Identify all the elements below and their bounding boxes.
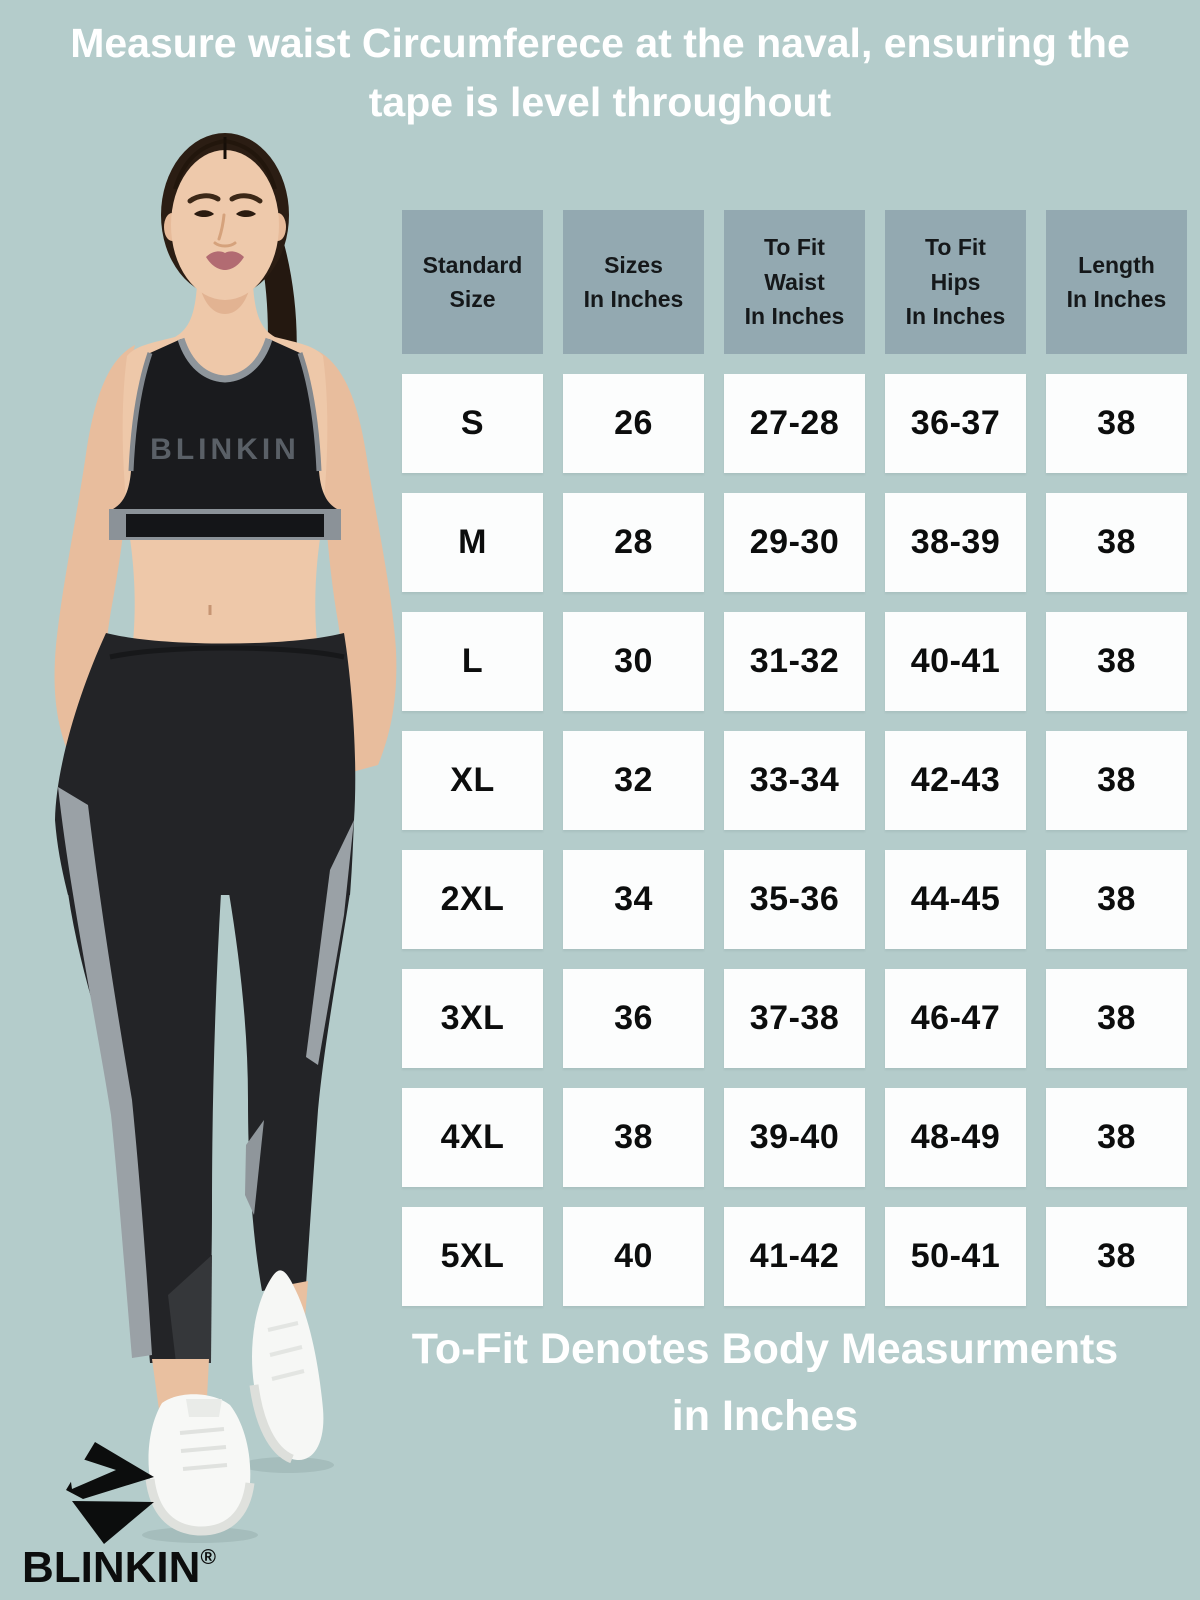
table-cell: L (402, 612, 543, 711)
table-cell: 30 (563, 612, 704, 711)
bra-armhole-trim-left (128, 352, 153, 472)
table-cell: 34 (563, 850, 704, 949)
bra-band-black (126, 514, 324, 537)
page-title-line2: tape is level throughout (368, 79, 832, 126)
table-cell: 32 (563, 731, 704, 830)
bra-logo-text: BLINKIN (150, 433, 300, 466)
table-cell: 38 (1046, 493, 1187, 592)
table-cell: 4XL (402, 1088, 543, 1187)
front-shoe-sole (145, 1478, 255, 1536)
table-cell: 5XL (402, 1207, 543, 1306)
table-cell: 26 (563, 374, 704, 473)
table-cell: 46-47 (885, 969, 1026, 1068)
page-title: Measure waist Circumferece at the naval,… (0, 14, 1200, 133)
table-cell: 35-36 (724, 850, 865, 949)
model-photo: BLINKIN (0, 115, 420, 1545)
eye-right (236, 210, 256, 217)
table-cell: 38 (1046, 731, 1187, 830)
table-cell: 40 (563, 1207, 704, 1306)
table-cell: 38 (563, 1088, 704, 1187)
sports-bra (109, 339, 341, 540)
right-arm (318, 351, 397, 777)
leggings-hips (55, 633, 356, 895)
header-to-fit-hips: To Fit Hips In Inches (885, 210, 1026, 354)
eyebrow-right (229, 193, 263, 204)
table-cell: 3XL (402, 969, 543, 1068)
size-table: Standard Size Sizes In Inches To Fit Wai… (402, 210, 1187, 1306)
front-shoe-laces (179, 1427, 228, 1471)
leggings-inner-patch (245, 1120, 264, 1215)
hair-sweep-left (173, 139, 226, 190)
face (171, 150, 279, 300)
table-cell: 29-30 (724, 493, 865, 592)
model-figure: BLINKIN (54, 133, 397, 1543)
brand-wordmark: BLINKIN® (22, 1543, 216, 1593)
table-cell: 39-40 (724, 1088, 865, 1187)
header-length: Length In Inches (1046, 210, 1187, 354)
front-shoe-tongue (186, 1399, 222, 1417)
table-cell: S (402, 374, 543, 473)
table-cell: 27-28 (724, 374, 865, 473)
brand-name: BLINKIN (22, 1543, 201, 1592)
leggings-side-stripe-left (58, 787, 152, 1358)
bra-armhole-trim-right (297, 352, 322, 472)
back-shoe-laces (267, 1321, 305, 1381)
hair-sweep-right (224, 139, 277, 190)
table-cell: 44-45 (885, 850, 1026, 949)
table-cell: 38 (1046, 969, 1187, 1068)
footnote-line1: To-Fit Denotes Body Measurments (411, 1325, 1119, 1373)
nose (213, 213, 237, 248)
header-sizes-inches: Sizes In Inches (563, 210, 704, 354)
table-cell: 50-41 (885, 1207, 1026, 1306)
table-cell: 28 (563, 493, 704, 592)
table-cell: 38 (1046, 1207, 1187, 1306)
registered-trademark-symbol: ® (200, 1546, 216, 1569)
table-cell: 38 (1046, 612, 1187, 711)
table-cell: 38-39 (885, 493, 1026, 592)
table-cell: 2XL (402, 850, 543, 949)
table-cell: 48-49 (885, 1088, 1026, 1187)
table-cell: 41-42 (724, 1207, 865, 1306)
front-shoe (148, 1394, 251, 1532)
footnote-line2: in Inches (671, 1391, 859, 1440)
eye-left (194, 210, 214, 217)
table-cell: XL (402, 731, 543, 830)
table-cell: 36 (563, 969, 704, 1068)
eyebrow-left (187, 193, 221, 204)
table-cell: 42-43 (885, 731, 1026, 830)
footnote: To-Fit Denotes Body Measurments in Inche… (330, 1316, 1200, 1449)
back-shoe (252, 1270, 324, 1461)
table-cell: 31-32 (724, 612, 865, 711)
header-to-fit-waist: To Fit Waist In Inches (724, 210, 865, 354)
leggings-side-stripe-right (306, 820, 354, 1065)
table-cell: 33-34 (724, 731, 865, 830)
left-arm (54, 345, 135, 773)
table-cell: 40-41 (885, 612, 1026, 711)
back-shoe-sole (249, 1384, 295, 1464)
table-cell: 36-37 (885, 374, 1026, 473)
back-shoe-shadow (242, 1457, 334, 1473)
header-standard-size: Standard Size (402, 210, 543, 354)
leggings-ankle-panel (168, 1255, 212, 1363)
table-cell: 38 (1046, 374, 1187, 473)
page-title-line1: Measure waist Circumferece at the naval,… (70, 20, 1130, 66)
table-cell: 38 (1046, 1088, 1187, 1187)
stacked-chevron-arrows-icon (66, 1442, 154, 1544)
table-cell: 38 (1046, 850, 1187, 949)
table-cell: 37-38 (724, 969, 865, 1068)
lips (206, 251, 244, 270)
leggings-waistband-seam (109, 645, 345, 660)
bra-neck-trim (177, 337, 273, 383)
table-cell: M (402, 493, 543, 592)
